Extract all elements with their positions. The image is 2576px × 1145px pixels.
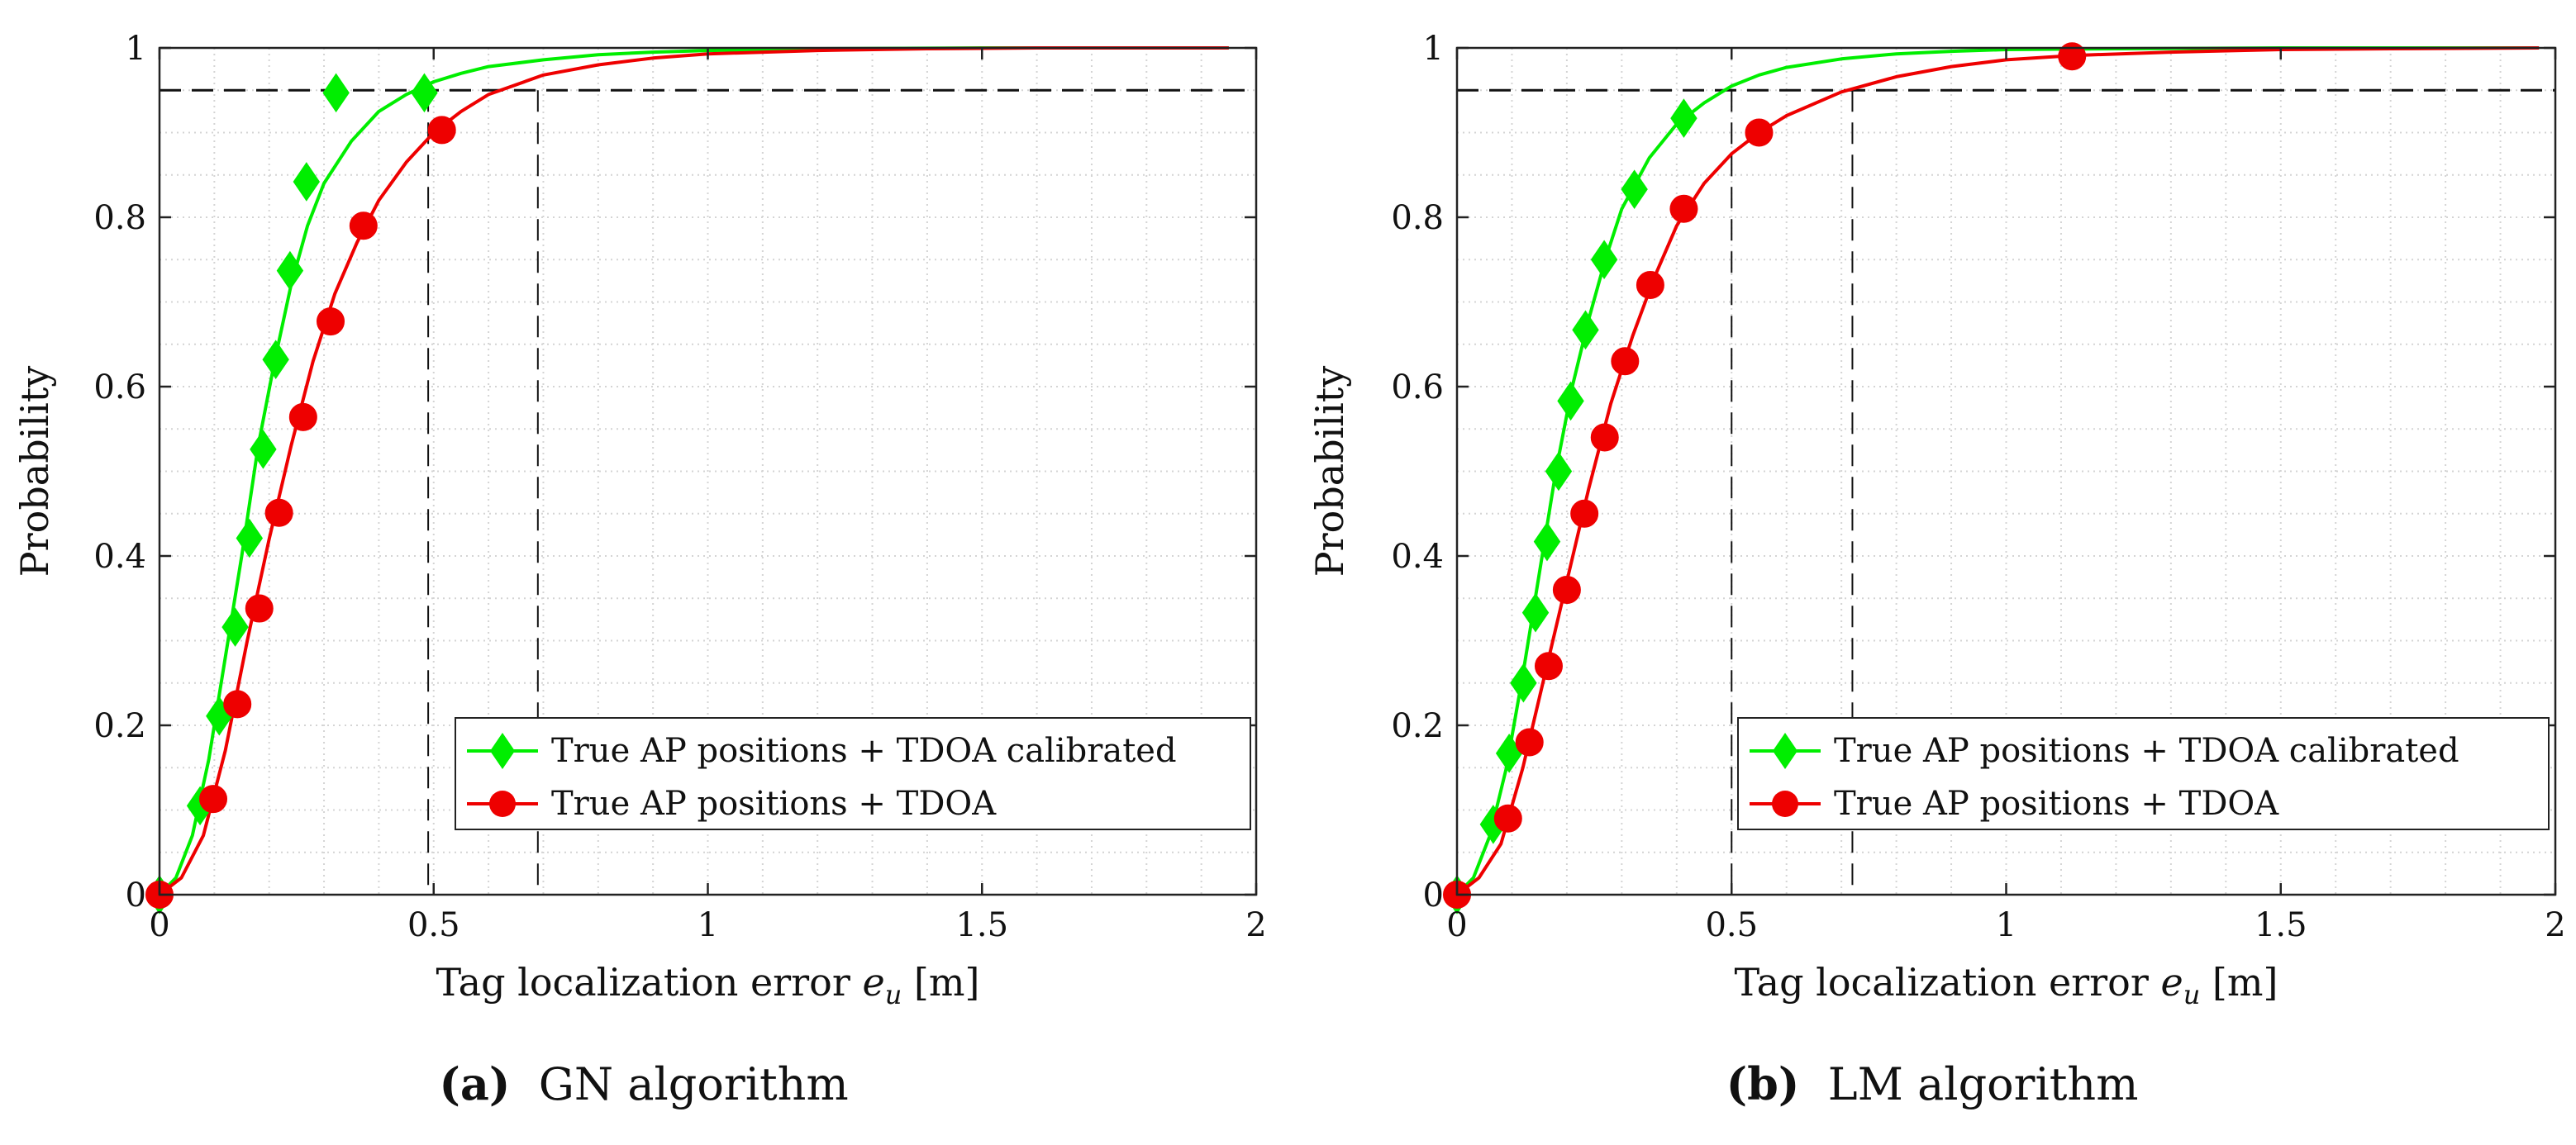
marker-circle (245, 594, 274, 623)
legend-label: True AP positions + TDOA calibrated (1834, 732, 2459, 770)
legend-marker-circle (489, 791, 516, 817)
marker-circle (427, 116, 456, 145)
marker-diamond (1557, 381, 1584, 421)
y-tick-label: 0.6 (93, 368, 146, 406)
marker-diamond (221, 607, 249, 647)
y-tick-label: 0.6 (1391, 368, 1444, 406)
marker-diamond (322, 73, 350, 113)
marker-diamond (411, 73, 438, 113)
y-tick-label: 0.8 (93, 199, 146, 237)
legend-box (1737, 717, 2550, 830)
marker-circle (1590, 423, 1619, 452)
series-line-1 (1455, 46, 2540, 896)
caption-b-id: (b) (1726, 1057, 1800, 1110)
x-tick-label: 0 (149, 906, 169, 944)
y-tick-label: 1 (1423, 30, 1444, 68)
y-tick-label: 1 (126, 30, 146, 68)
marker-diamond (293, 162, 321, 202)
x-tick-label: 0 (1446, 906, 1467, 944)
legend-label: True AP positions + TDOA calibrated (551, 732, 1177, 770)
x-tick-label: 1 (1996, 906, 2017, 944)
marker-diamond (1510, 663, 1537, 703)
marker-diamond (1545, 451, 1573, 492)
y-tick-label: 0.2 (93, 707, 146, 745)
legend-box (455, 717, 1251, 830)
y-tick-label: 0.4 (1391, 538, 1444, 576)
marker-diamond (276, 250, 304, 291)
marker-diamond (236, 518, 264, 558)
y-tick-label: 0 (1423, 877, 1444, 915)
caption-b-text: LM algorithm (1827, 1058, 2139, 1110)
caption-a-text: GN algorithm (538, 1058, 849, 1110)
y-tick-label: 0.4 (93, 538, 146, 576)
caption-a-id: (a) (439, 1057, 511, 1110)
marker-circle (1636, 271, 1664, 299)
marker-circle (1745, 118, 1774, 147)
marker-circle (223, 690, 252, 719)
x-tick-label: 0.5 (407, 906, 460, 944)
marker-circle (1570, 499, 1599, 528)
y-axis-label: Probability (12, 366, 57, 577)
marker-circle (1534, 652, 1563, 681)
marker-circle (1552, 576, 1581, 604)
x-tick-label: 1.5 (2255, 906, 2307, 944)
marker-circle (264, 498, 293, 527)
x-axis-label: Tag localization error eu [m] (436, 960, 980, 1010)
marker-diamond (1670, 98, 1697, 138)
legend-marker-diamond (490, 733, 515, 769)
marker-diamond (1590, 240, 1618, 280)
y-axis-label: Probability (1307, 366, 1352, 577)
legend-label: True AP positions + TDOA (551, 785, 997, 823)
legend-marker-diamond (1773, 733, 1797, 769)
marker-diamond (1533, 521, 1561, 562)
marker-diamond (262, 340, 289, 379)
marker-circle (1515, 728, 1544, 757)
caption-b: (b) LM algorithm (1288, 1057, 2576, 1110)
chart-panel-b: 0 0.5 1 1.5 2 0 0.2 0.4 0.6 0.8 1 Tag localization … (1288, 0, 2576, 1145)
marker-circle (199, 785, 228, 814)
marker-diamond (250, 430, 277, 469)
marker-circle (1669, 194, 1698, 223)
marker-diamond (1572, 310, 1599, 350)
legend-marker-circle (1772, 791, 1798, 817)
marker-circle (349, 211, 378, 240)
x-tick-label: 2 (2545, 906, 2565, 944)
chart-panel-a: 0 0.5 1 1.5 2 0 0.2 0.4 0.6 0.8 1 Tag localization … (0, 30, 1288, 1110)
chart-b: 0 0.5 1 1.5 2 0 0.2 0.4 0.6 0.8 1 Tag localization … (1307, 30, 2566, 1010)
x-tick-label: 0.5 (1705, 906, 1758, 944)
marker-circle (1611, 347, 1640, 376)
marker-diamond (1521, 592, 1550, 633)
series-line-1 (158, 46, 1229, 896)
x-axis-label: Tag localization error eu [m] (1735, 960, 2278, 1010)
marker-circle (2058, 42, 2087, 71)
x-tick-label: 1 (698, 906, 718, 944)
y-tick-label: 0.2 (1391, 707, 1444, 745)
x-tick-label: 1.5 (955, 906, 1008, 944)
chart-a: 0 0.5 1 1.5 2 0 0.2 0.4 0.6 0.8 1 Tag localization … (12, 30, 1267, 1010)
legend-label: True AP positions + TDOA (1834, 785, 2279, 823)
y-tick-label: 0.8 (1391, 199, 1444, 237)
marker-circle (1493, 804, 1522, 833)
marker-circle (317, 307, 345, 336)
legend: True AP positions + TDOA calibrated True … (1737, 717, 2550, 830)
marker-diamond (1621, 169, 1648, 209)
legend: True AP positions + TDOA calibrated True … (455, 717, 1251, 830)
caption-a: (a) GN algorithm (0, 1057, 1288, 1110)
marker-circle (288, 402, 317, 431)
x-tick-label: 2 (1245, 906, 1266, 944)
y-tick-label: 0 (126, 877, 146, 915)
